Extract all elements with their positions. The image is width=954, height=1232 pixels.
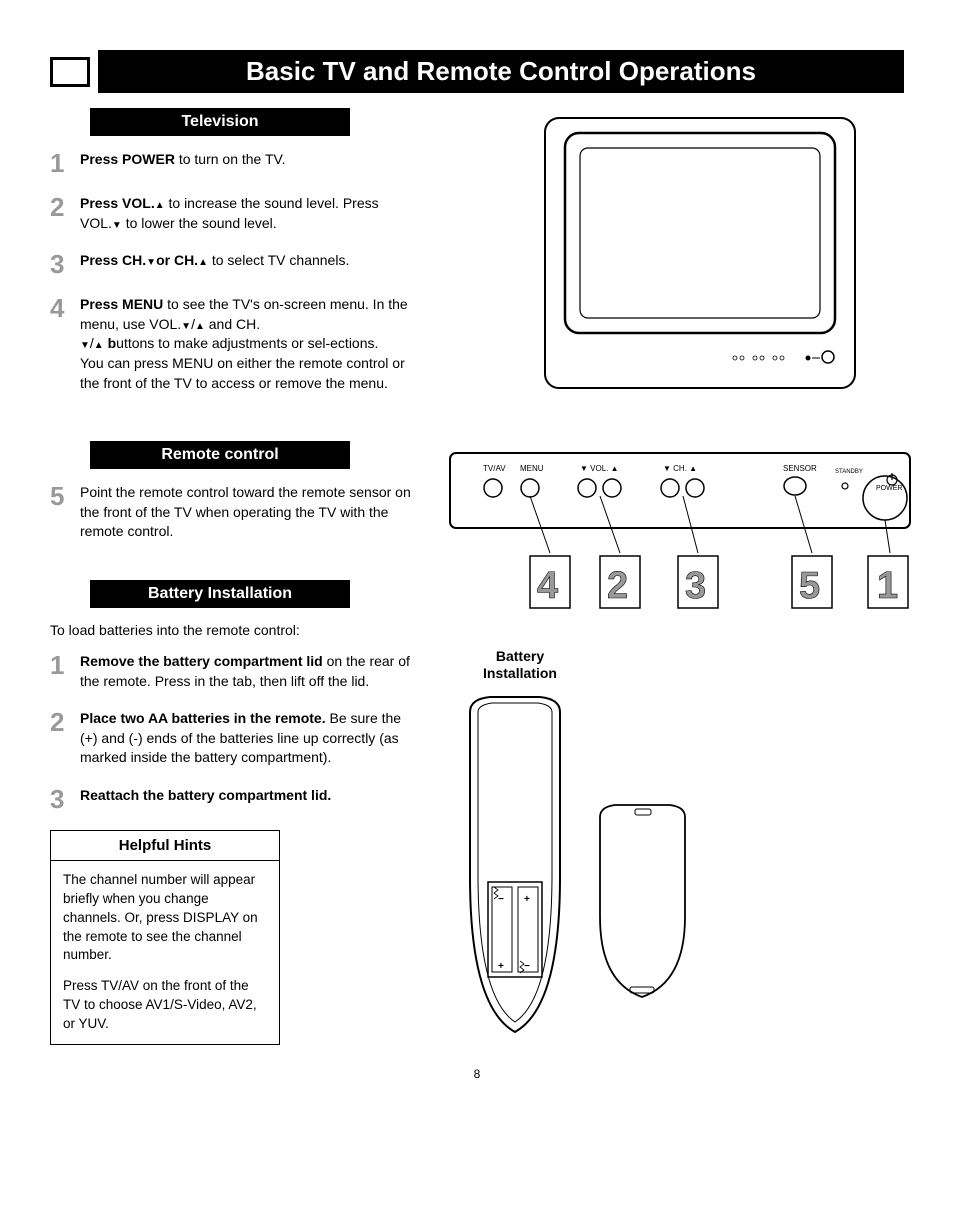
callout-2: 2 [607, 565, 628, 607]
svg-text:+: + [524, 894, 530, 905]
step-batt-2: 2 Place two AA batteries in the remote. … [50, 709, 420, 768]
page-number: 8 [50, 1067, 904, 1081]
tv-icon [50, 57, 90, 87]
step-batt-1: 1 Remove the battery compartment lid on … [50, 652, 420, 691]
step-text: Place two AA batteries in the remote. Be… [80, 709, 420, 768]
step-tv-4: 4 Press MENU to see the TV's on-screen m… [50, 295, 420, 393]
hint-p2: Press TV/AV on the front of the TV to ch… [63, 977, 267, 1034]
svg-text:−: − [524, 961, 530, 972]
title-bar: Basic TV and Remote Control Operations [50, 50, 904, 93]
battery-diagram-title: BatteryInstallation [450, 648, 590, 682]
step-number: 1 [50, 652, 80, 678]
columns: Television 1 Press POWER to turn on the … [50, 108, 904, 1047]
step-number: 3 [50, 786, 80, 812]
panel-label-vol: ▼ VOL. ▲ [580, 464, 619, 473]
panel-label-ch: ▼ CH. ▲ [663, 464, 697, 473]
tv-diagram: TV/AV MENU ▼ VOL. ▲ ▼ CH. ▲ SENSOR STAND… [440, 108, 920, 638]
step-batt-3: 3 Reattach the battery compartment lid. [50, 786, 420, 812]
step-number: 4 [50, 295, 80, 321]
panel-label-menu: MENU [520, 464, 544, 473]
step-text: Reattach the battery compartment lid. [80, 786, 420, 806]
hints-header: Helpful Hints [51, 831, 279, 861]
left-column: Television 1 Press POWER to turn on the … [50, 108, 420, 1047]
panel-label-standby: STANDBY [835, 469, 863, 475]
page-title: Basic TV and Remote Control Operations [98, 50, 904, 93]
step-tv-2: 2 Press VOL. to increase the sound level… [50, 194, 420, 233]
step-number: 2 [50, 194, 80, 220]
battery-intro: To load batteries into the remote contro… [50, 622, 420, 638]
step-text: Press POWER to turn on the TV. [80, 150, 420, 170]
tv-illustration: TV/AV MENU ▼ VOL. ▲ ▼ CH. ▲ SENSOR STAND… [440, 108, 920, 638]
step-number: 3 [50, 251, 80, 277]
triangle-down-icon [112, 215, 122, 231]
right-column: TV/AV MENU ▼ VOL. ▲ ▼ CH. ▲ SENSOR STAND… [440, 108, 920, 1047]
callout-3: 3 [685, 565, 706, 607]
step-text: Press CH.or CH. to select TV channels. [80, 251, 420, 271]
step-tv-1: 1 Press POWER to turn on the TV. [50, 150, 420, 176]
triangle-down-icon [181, 316, 191, 332]
callout-5: 5 [799, 565, 820, 607]
section-header-remote: Remote control [90, 441, 350, 469]
step-number: 5 [50, 483, 80, 509]
step-text: Remove the battery compartment lid on th… [80, 652, 420, 691]
step-number: 2 [50, 709, 80, 735]
svg-text:+: + [498, 961, 504, 972]
triangle-up-icon [195, 316, 205, 332]
callout-1: 1 [877, 565, 898, 607]
triangle-up-icon [198, 252, 208, 268]
step-number: 1 [50, 150, 80, 176]
step-text: Press MENU to see the TV's on-screen men… [80, 295, 420, 393]
step-text: Press VOL. to increase the sound level. … [80, 194, 420, 233]
hint-p1: The channel number will appear briefly w… [63, 871, 267, 965]
section-header-battery: Battery Installation [90, 580, 350, 608]
triangle-up-icon [94, 335, 104, 351]
battery-illustration: − + + − [440, 687, 740, 1047]
helpful-hints-box: Helpful Hints The channel number will ap… [50, 830, 280, 1045]
panel-label-tvav: TV/AV [483, 464, 506, 473]
triangle-down-icon [146, 252, 156, 268]
svg-text:−: − [498, 894, 504, 905]
triangle-up-icon [155, 195, 165, 211]
step-remote-5: 5 Point the remote control toward the re… [50, 483, 420, 542]
panel-label-sensor: SENSOR [783, 464, 817, 473]
hints-body: The channel number will appear briefly w… [51, 861, 279, 1044]
page: Basic TV and Remote Control Operations T… [0, 0, 954, 1111]
panel-label-power: POWER [876, 485, 902, 492]
callout-4: 4 [537, 565, 558, 607]
triangle-down-icon [80, 335, 90, 351]
step-text: Point the remote control toward the remo… [80, 483, 420, 542]
step-tv-3: 3 Press CH.or CH. to select TV channels. [50, 251, 420, 277]
section-header-television: Television [90, 108, 350, 136]
